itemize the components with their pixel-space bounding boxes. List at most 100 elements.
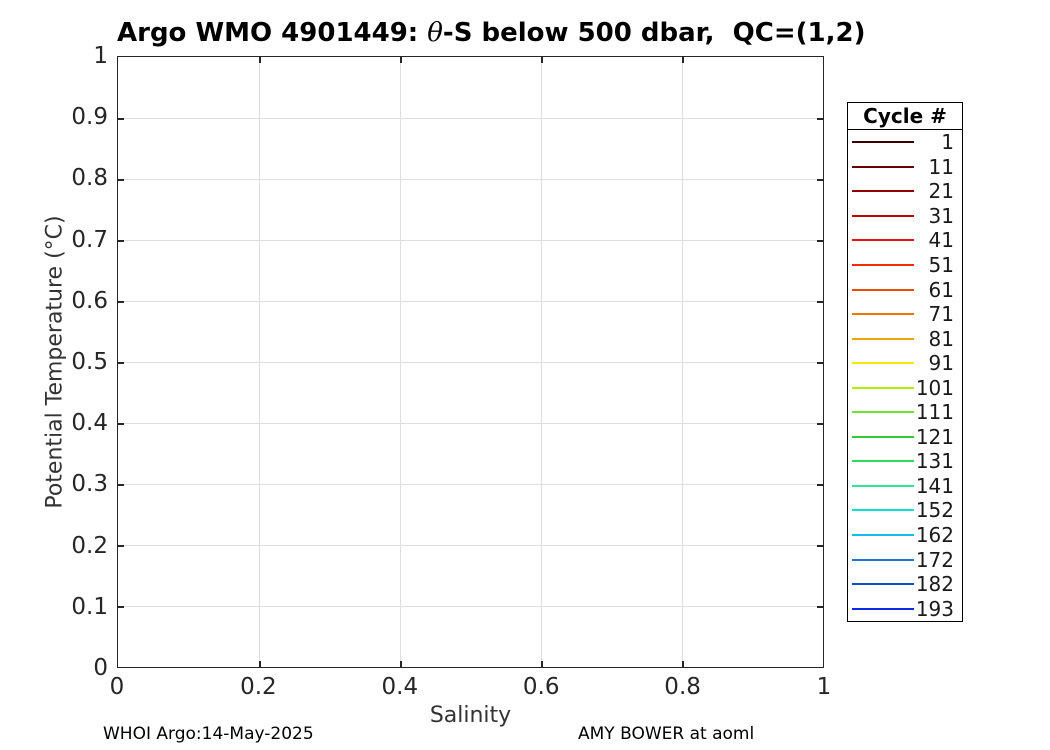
gridline-horizontal [118,301,823,302]
legend-entry: 121 [848,425,962,450]
legend-entries: 1 11 21 31 41 51 61 71 81 91 101 111 121 131 141 152 162… [848,130,962,621]
y-tick-label: 0.7 [71,226,108,253]
gridline-horizontal [118,362,823,363]
legend-line-sample [852,165,914,168]
x-tick-label: 0.2 [240,674,277,700]
legend-entry: 182 [848,572,962,597]
y-tick-label: 0.2 [71,532,108,559]
chart-title-suffix: -S below 500 dbar, QC=(1,2) [442,18,866,48]
legend-line-sample [852,264,914,266]
y-tick-mark [817,179,823,181]
theta-symbol: θ [427,18,443,48]
y-tick-mark [817,362,823,364]
legend-entry-label: 193 [915,596,954,621]
y-tick-mark [118,545,124,547]
legend-line-sample [852,313,914,316]
footer-left: WHOI Argo:14-May-2025 [103,724,314,744]
y-tick-label: 0 [93,655,108,681]
x-tick-label: 0.6 [522,674,560,700]
legend-entry-label: 131 [915,449,954,474]
legend-entry-label: 51 [928,253,954,277]
y-tick-mark [817,545,823,547]
legend-entry: 193 [848,596,962,621]
x-tick-label: 0 [109,674,125,700]
y-tick-mark [817,118,823,120]
gridline-horizontal [118,179,823,180]
legend-line-sample [852,337,914,340]
y-tick-label: 0.4 [71,410,108,437]
legend-title: Cycle # [848,103,962,130]
x-tick-mark [400,57,402,63]
legend-line-sample [852,607,914,610]
x-tick-mark [541,57,543,63]
legend-entry-label: 121 [915,424,954,449]
x-tick-mark [682,57,684,63]
legend-entry: 21 [848,179,962,204]
legend-entry-label: 31 [928,203,954,228]
legend-entry-label: 21 [928,179,954,204]
y-tick-mark [817,423,823,425]
legend-entry: 41 [848,228,962,253]
x-tick-mark [400,661,402,667]
legend-entry-label: 61 [928,277,954,302]
y-tick-mark [817,606,823,608]
legend-line-sample [852,558,914,561]
legend-line-sample [852,509,914,512]
y-tick-mark [817,484,823,486]
legend-entry: 162 [848,523,962,548]
plot-area [117,56,824,668]
x-axis-tick-labels: 0 0.2 0.4 0.6 0.8 1 [110,674,832,704]
x-tick-mark [682,661,684,667]
gridline-horizontal [118,118,823,119]
legend-entry: 111 [848,400,962,425]
y-tick-label: 0.8 [71,165,108,192]
y-tick-mark [118,301,124,303]
legend-entry-label: 111 [915,400,954,425]
legend-line-sample [852,583,914,586]
y-tick-mark [118,179,124,181]
legend-line-sample [852,435,914,438]
legend-entry: 152 [848,498,962,523]
legend-entry: 61 [848,277,962,302]
y-axis-tick-labels: 0 0.1 0.2 0.3 0.4 0.5 0.6 0.7 0.8 0.9 1 [0,43,108,681]
gridline-horizontal [118,240,823,241]
legend-line-sample [852,534,914,537]
legend-entry: 31 [848,204,962,229]
y-tick-mark [118,118,124,120]
legend-entry-label: 172 [915,547,954,572]
y-tick-label: 0.3 [71,471,108,498]
gridline-horizontal [118,545,823,546]
legend-entry-label: 141 [915,473,954,498]
y-tick-label: 0.6 [71,287,108,314]
legend-entry-label: 11 [928,154,954,179]
x-axis-label: Salinity [429,703,512,728]
gridline-horizontal [118,606,823,607]
legend-entry-label: 101 [915,375,954,400]
legend-entry-label: 1 [941,130,954,155]
legend-entry: 101 [848,375,962,400]
y-tick-label: 0.1 [71,593,108,620]
legend: Cycle # 1 11 21 31 41 51 61 71 81 91 101 111 121 131 1… [847,102,963,622]
y-tick-mark [817,301,823,303]
x-tick-label: 1 [816,674,832,700]
legend-line-sample [852,484,914,487]
legend-entry-label: 152 [915,498,954,523]
chart-title-prefix: Argo WMO 4901449: [117,18,428,48]
y-tick-label: 0.5 [71,349,108,375]
legend-line-sample [852,362,914,365]
y-tick-mark [118,362,124,364]
y-tick-mark [118,484,124,486]
legend-line-sample [852,411,914,414]
legend-entry-label: 91 [928,351,954,376]
legend-entry: 81 [848,326,962,351]
legend-entry-label: 41 [928,228,954,253]
y-tick-label: 1 [93,43,108,69]
gridline-horizontal [118,423,823,424]
x-tick-mark [259,57,261,63]
legend-line-sample [852,190,914,193]
x-tick-mark [259,661,261,667]
legend-entry: 131 [848,449,962,474]
legend-entry: 172 [848,547,962,572]
y-axis-label: Potential Temperature (°C) [42,215,68,509]
